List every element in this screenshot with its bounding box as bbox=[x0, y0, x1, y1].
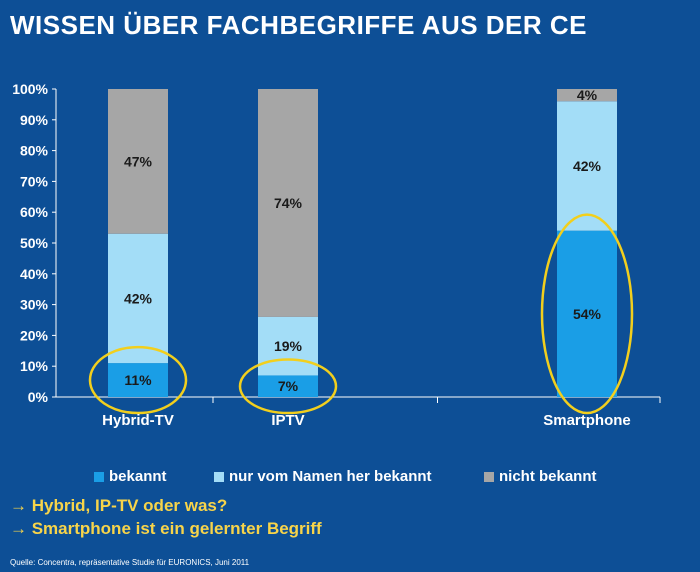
highlight-ellipse bbox=[540, 213, 634, 415]
data-label: 54% bbox=[573, 306, 602, 322]
legend-swatch bbox=[94, 471, 104, 482]
bar-segment-nicht-bekannt bbox=[108, 89, 168, 234]
bar-segment-bekannt bbox=[108, 363, 168, 397]
bar-segment-bekannt bbox=[258, 375, 318, 397]
y-tick-label: 10% bbox=[20, 358, 49, 374]
bar-segment-nicht-bekannt bbox=[258, 89, 318, 317]
legend-label: nur vom Namen her bekannt bbox=[229, 468, 432, 485]
data-label: 19% bbox=[274, 338, 303, 354]
y-tick-label: 80% bbox=[20, 143, 49, 159]
data-label: 7% bbox=[278, 378, 299, 394]
bar-segment-nur-vom-namen bbox=[108, 233, 168, 364]
legend-label: bekannt bbox=[109, 468, 167, 485]
data-label: 42% bbox=[124, 290, 153, 306]
y-tick-label: 100% bbox=[12, 81, 48, 97]
chart-legend: bekannt nur vom Namen her bekannt nicht be… bbox=[0, 466, 700, 488]
y-tick-label: 50% bbox=[20, 235, 49, 251]
legend-item-bekannt: bekannt bbox=[94, 468, 167, 485]
legend-swatch bbox=[484, 471, 494, 482]
data-label: 4% bbox=[577, 87, 598, 103]
x-category-label: Smartphone bbox=[543, 412, 631, 429]
data-label: 42% bbox=[573, 158, 602, 174]
data-label: 47% bbox=[124, 153, 153, 169]
note-1: → Hybrid, IP-TV oder was? bbox=[10, 496, 228, 515]
page-title: WISSEN ÜBER FACHBEGRIFFE AUS DER CE bbox=[10, 10, 588, 40]
bar-segment-nur-vom-namen bbox=[258, 316, 318, 376]
y-tick-label: 70% bbox=[20, 173, 49, 189]
note-2: → Smartphone ist ein gelernter Begriff bbox=[10, 519, 322, 538]
legend-swatch bbox=[214, 471, 224, 482]
data-label: 74% bbox=[274, 195, 303, 211]
y-tick-label: 20% bbox=[20, 327, 49, 343]
y-tick-label: 40% bbox=[20, 266, 49, 282]
x-category-label: Hybrid-TV bbox=[102, 412, 174, 429]
y-tick-label: 0% bbox=[28, 389, 49, 405]
stacked-bar-chart: 0% 10% 20% 30% 40% 50% 60% 70% 80% 90% 100% 11% 42% 4… bbox=[12, 81, 661, 429]
bar-segment-nicht-bekannt bbox=[557, 89, 617, 102]
bar-segment-bekannt bbox=[557, 230, 617, 397]
legend-label: nicht bekannt bbox=[499, 468, 597, 485]
y-tick-label: 60% bbox=[20, 204, 49, 220]
source-note: Quelle: Concentra, repräsentative Studie… bbox=[10, 558, 250, 567]
legend-item-nur-vom-namen: nur vom Namen her bekannt bbox=[214, 468, 432, 485]
y-tick-label: 30% bbox=[20, 297, 49, 313]
data-label: 11% bbox=[124, 372, 152, 388]
y-tick-label: 90% bbox=[20, 112, 49, 128]
bar-segment-nur-vom-namen bbox=[557, 101, 617, 231]
notes: → Hybrid, IP-TV oder was? → Smartphone i… bbox=[10, 494, 322, 540]
highlight-ellipse bbox=[88, 345, 188, 415]
x-category-label: IPTV bbox=[271, 412, 304, 429]
legend-item-nicht-bekannt: nicht bekannt bbox=[484, 468, 597, 485]
highlight-ellipse bbox=[238, 358, 338, 415]
